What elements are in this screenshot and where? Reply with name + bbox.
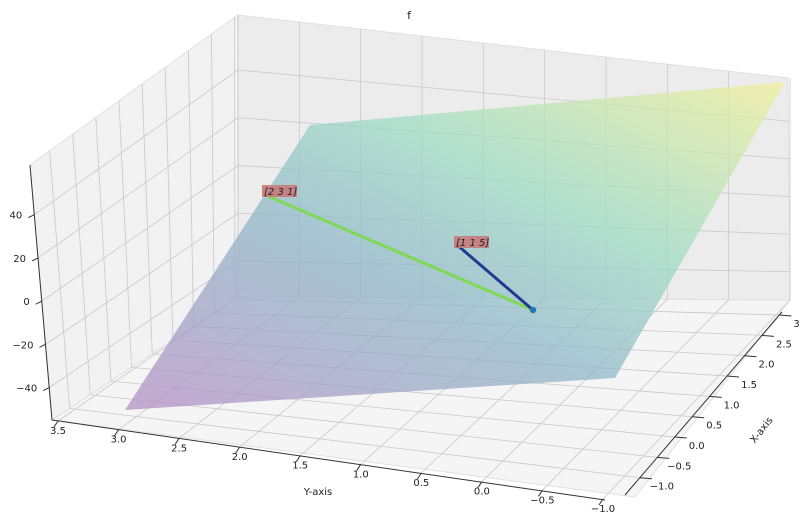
x-tick-label: −1.0: [650, 482, 674, 493]
z-tick-label: 0: [23, 297, 29, 308]
y-tick-label: 2.0: [232, 452, 248, 463]
x-tick-label: 2.5: [776, 339, 792, 350]
y-tick-label: 3.5: [50, 426, 66, 437]
x-tick: [762, 335, 774, 336]
z-tick-label: −20: [12, 340, 33, 351]
x-axis-label: X-axis: [748, 415, 775, 445]
y-tick-label: 0.5: [413, 478, 429, 489]
vector-label-2-3-1: [2 3 1]: [262, 185, 297, 198]
z-tick-label: 40: [10, 211, 23, 222]
z-tick-label: 20: [13, 254, 26, 265]
x-tick-label: 1.0: [724, 400, 740, 411]
y-tick-label: −0.5: [530, 495, 554, 506]
x-tick-label: 0.5: [706, 421, 722, 432]
x-tick-label: −0.5: [667, 461, 691, 472]
y-tick-label: 1.5: [292, 461, 308, 472]
z-tick: [43, 388, 49, 391]
z-tick-label: −40: [16, 384, 37, 395]
z-tick: [36, 301, 42, 304]
x-tick-label: 1.5: [741, 380, 757, 391]
x-tick-label: 3.0: [793, 319, 800, 330]
x-tick: [744, 356, 756, 357]
x-tick-label: 2.0: [759, 360, 775, 371]
x-tick-label: 0.0: [689, 441, 705, 452]
y-tick-label: 1.0: [353, 469, 369, 480]
chart-title: f: [407, 9, 412, 22]
x-tick: [779, 315, 791, 316]
vector-label-text: [1 1 5]: [456, 238, 489, 249]
y-tick-label: 0.0: [474, 487, 490, 498]
y-axis-label: Y-axis: [303, 487, 333, 498]
vector-label-text: [2 3 1]: [264, 187, 297, 198]
z-tick: [28, 215, 34, 218]
origin-point: [530, 307, 536, 313]
y-tick-label: −1.0: [591, 504, 615, 515]
z-tick: [32, 258, 38, 261]
z-tick: [39, 344, 45, 347]
vector-label-1-1-5: [1 1 5]: [454, 236, 489, 249]
y-tick-label: 2.5: [171, 443, 187, 454]
y-tick-label: 3.0: [111, 435, 127, 446]
